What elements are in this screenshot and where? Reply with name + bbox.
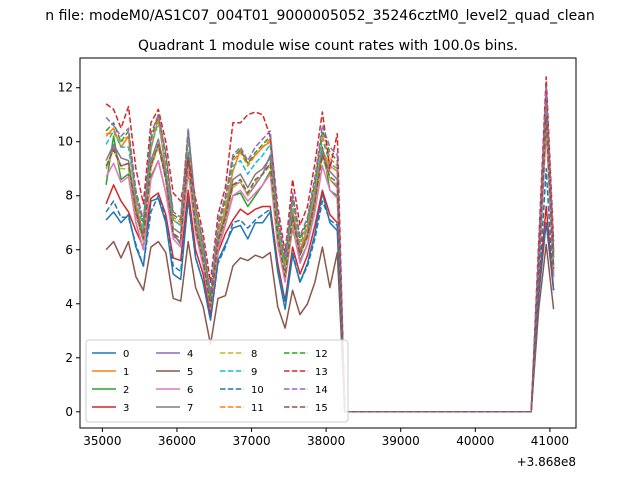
legend-frame [85,339,349,423]
legend-label-4: 4 [187,349,193,360]
legend-label-12: 12 [315,349,328,360]
y-tick-label: 12 [58,81,73,95]
x-tick-label: 38000 [307,434,345,448]
legend-label-5: 5 [187,367,193,378]
legend-label-1: 1 [123,367,129,378]
x-tick-label: 36000 [158,434,196,448]
y-tick-label: 10 [58,135,73,149]
series-layer [105,76,555,413]
y-tick-label: 2 [65,351,73,365]
series-line-14 [105,84,555,413]
legend-label-10: 10 [251,385,264,396]
axes-layer: 35000 36000 37000 38000 39000 40000 41000 0 2 4 6 8… [58,81,569,448]
plot-frame [79,57,577,429]
y-tick-label: 4 [65,297,73,311]
legend-label-11: 11 [251,403,264,414]
x-tick-label: 37000 [232,434,270,448]
x-tick-label: 35000 [83,434,121,448]
figure-suptitle: n file: modeM0/AS1C07_004T01_9000005052_… [45,8,594,24]
x-tick-label: 39000 [382,434,420,448]
x-offset-label: +3.868e8 [517,455,576,469]
legend-label-8: 8 [251,349,257,360]
chart-title: Quadrant 1 module wise count rates with … [138,38,518,54]
series-line-10 [105,167,555,413]
legend-label-15: 15 [315,403,328,414]
x-tick-label: 41000 [531,434,569,448]
legend-label-14: 14 [315,385,328,396]
legend-label-0: 0 [123,349,129,360]
legend-label-3: 3 [123,403,129,414]
series-line-12 [105,86,555,413]
x-tick-label: 40000 [456,434,494,448]
legend-label-6: 6 [187,385,193,396]
y-tick-label: 8 [65,189,73,203]
y-tick-label: 6 [65,243,73,257]
legend-label-2: 2 [123,385,129,396]
legend-label-7: 7 [187,403,193,414]
legend-label-13: 13 [315,367,328,378]
series-line-15 [105,116,555,413]
legend-label-9: 9 [251,367,257,378]
y-tick-label: 0 [65,405,73,419]
